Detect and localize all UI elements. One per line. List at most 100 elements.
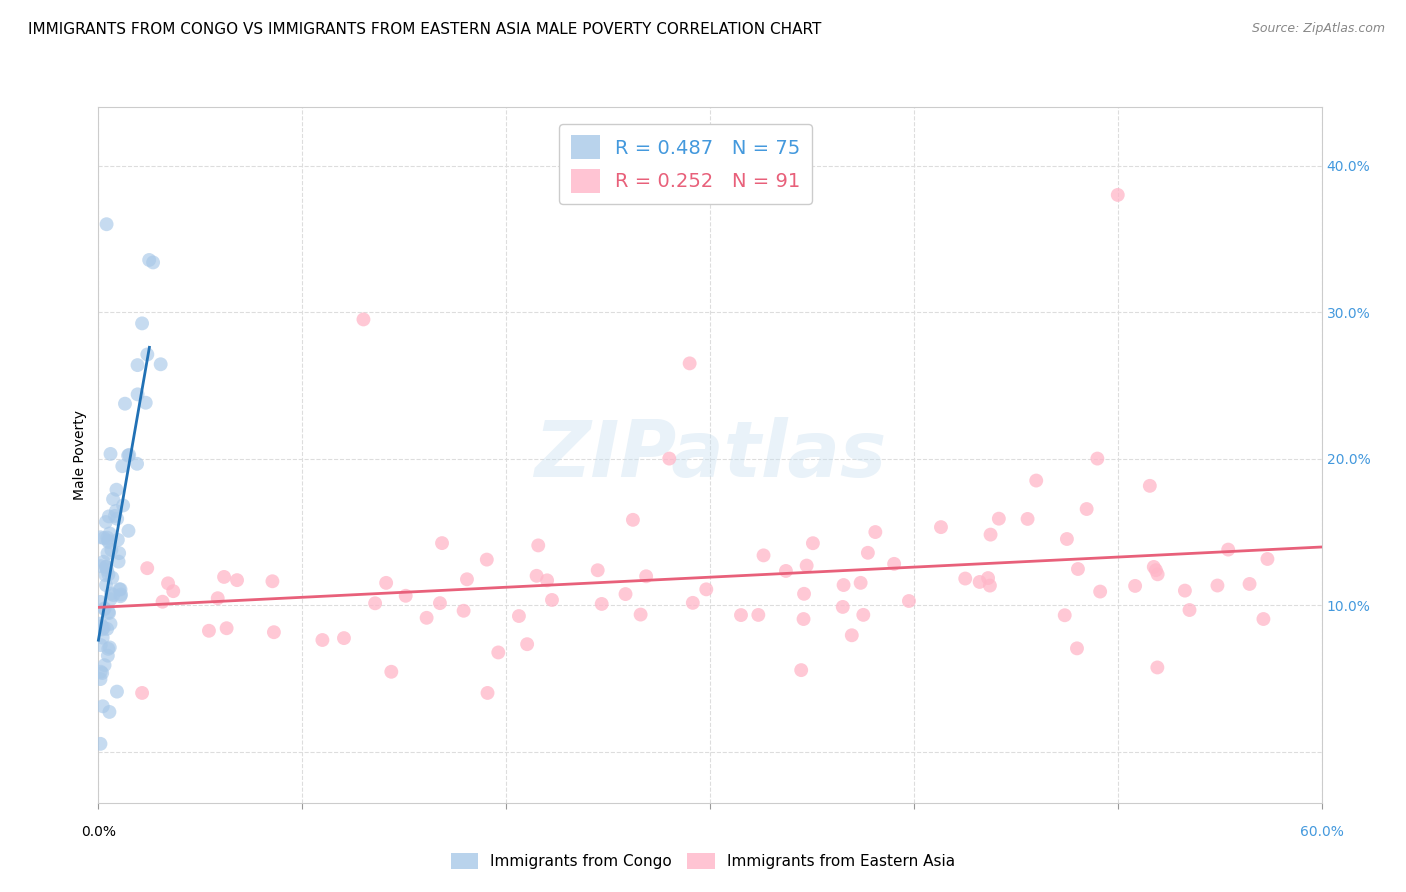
Point: [110, 587, 132, 601]
Point: [162, 584, 184, 599]
Point: [127, 387, 149, 401]
Point: [1146, 660, 1168, 674]
Point: [118, 448, 141, 462]
Point: [477, 686, 499, 700]
Point: [94, 578, 117, 592]
Point: [977, 571, 1000, 585]
Point: [1174, 583, 1197, 598]
Point: [90, 638, 112, 652]
Point: [107, 555, 129, 569]
Point: [96, 546, 118, 560]
Point: [527, 538, 550, 552]
Point: [1139, 479, 1161, 493]
Point: [832, 578, 855, 592]
Point: [93, 531, 115, 545]
Point: [430, 536, 453, 550]
Point: [93, 601, 115, 615]
Point: [856, 546, 879, 560]
Point: [96, 622, 118, 636]
Point: [101, 492, 124, 507]
Point: [111, 459, 134, 474]
Point: [136, 347, 159, 361]
Point: [108, 546, 131, 560]
Point: [333, 631, 356, 645]
Point: [89, 595, 111, 609]
Point: [135, 395, 157, 409]
Point: [93, 602, 115, 616]
Point: [90, 619, 112, 633]
Point: [541, 593, 564, 607]
Point: [516, 637, 538, 651]
Point: [865, 524, 887, 539]
Point: [1239, 577, 1261, 591]
Point: [536, 574, 558, 588]
Point: [987, 511, 1010, 525]
Point: [526, 569, 548, 583]
Point: [375, 575, 398, 590]
Point: [97, 648, 120, 663]
Point: [621, 513, 644, 527]
Point: [112, 499, 135, 513]
Point: [263, 625, 285, 640]
Point: [429, 596, 451, 610]
Point: [105, 483, 128, 497]
Point: [897, 594, 920, 608]
Point: [89, 559, 111, 574]
Point: [101, 571, 124, 585]
Point: [1256, 552, 1278, 566]
Point: [364, 596, 387, 610]
Point: [1107, 188, 1129, 202]
Point: [149, 357, 172, 371]
Point: [96, 563, 118, 577]
Point: [630, 607, 652, 622]
Point: [793, 587, 815, 601]
Point: [96, 560, 118, 574]
Point: [793, 612, 815, 626]
Text: Source: ZipAtlas.com: Source: ZipAtlas.com: [1251, 22, 1385, 36]
Point: [96, 531, 118, 545]
Point: [96, 217, 118, 231]
Point: [852, 607, 875, 622]
Point: [91, 622, 114, 636]
Point: [311, 632, 333, 647]
Point: [929, 520, 952, 534]
Point: [1017, 512, 1039, 526]
Text: 0.0%: 0.0%: [82, 825, 115, 839]
Point: [114, 397, 136, 411]
Point: [658, 451, 681, 466]
Point: [138, 252, 160, 267]
Point: [93, 555, 115, 569]
Point: [801, 536, 824, 550]
Point: [747, 607, 769, 622]
Point: [508, 609, 530, 624]
Legend: R = 0.487   N = 75, R = 0.252   N = 91: R = 0.487 N = 75, R = 0.252 N = 91: [560, 124, 813, 204]
Point: [93, 658, 115, 673]
Point: [94, 515, 117, 529]
Point: [1178, 603, 1201, 617]
Point: [486, 645, 509, 659]
Point: [1146, 567, 1168, 582]
Point: [98, 526, 121, 541]
Point: [775, 564, 797, 578]
Point: [1056, 532, 1078, 546]
Point: [117, 449, 139, 463]
Point: [152, 595, 174, 609]
Point: [94, 568, 117, 582]
Point: [93, 621, 115, 635]
Point: [131, 686, 153, 700]
Point: [94, 559, 117, 574]
Point: [380, 665, 402, 679]
Point: [456, 572, 478, 586]
Y-axis label: Male Poverty: Male Poverty: [73, 410, 87, 500]
Point: [1066, 641, 1088, 656]
Point: [453, 604, 475, 618]
Point: [883, 557, 905, 571]
Point: [105, 684, 128, 698]
Point: [98, 705, 121, 719]
Point: [207, 591, 229, 606]
Point: [100, 543, 122, 558]
Point: [117, 524, 139, 538]
Point: [125, 457, 148, 471]
Point: [796, 558, 818, 573]
Point: [1076, 502, 1098, 516]
